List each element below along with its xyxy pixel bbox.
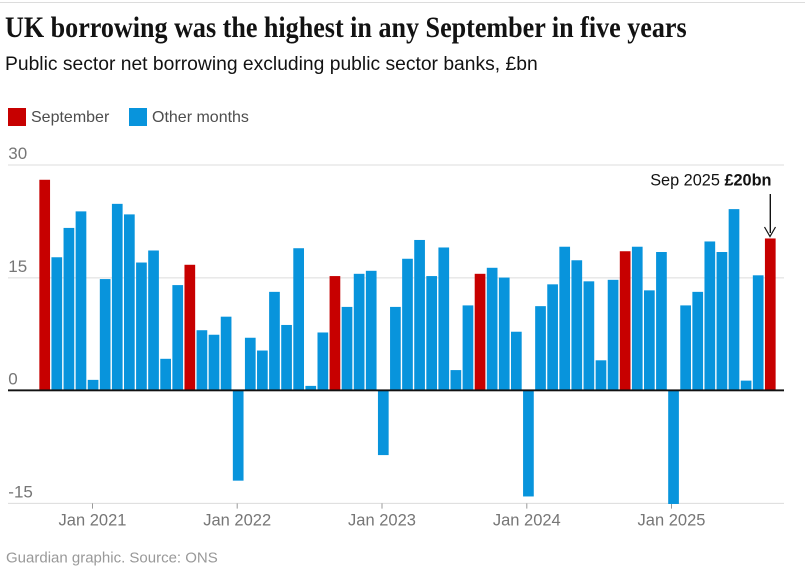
svg-text:Jan 2025: Jan 2025 bbox=[638, 512, 706, 530]
svg-text:Jan 2024: Jan 2024 bbox=[493, 512, 561, 530]
svg-text:30: 30 bbox=[8, 144, 27, 163]
svg-text:Jan 2023: Jan 2023 bbox=[348, 512, 416, 530]
svg-text:Jan 2022: Jan 2022 bbox=[203, 512, 271, 530]
svg-text:0: 0 bbox=[8, 369, 17, 388]
svg-text:15: 15 bbox=[8, 257, 27, 276]
svg-text:Sep 2025 £20bn: Sep 2025 £20bn bbox=[650, 172, 771, 190]
svg-text:Guardian graphic. Source: ONS: Guardian graphic. Source: ONS bbox=[6, 550, 218, 567]
svg-text:-15: -15 bbox=[8, 482, 33, 501]
svg-text:Jan 2021: Jan 2021 bbox=[59, 512, 127, 530]
